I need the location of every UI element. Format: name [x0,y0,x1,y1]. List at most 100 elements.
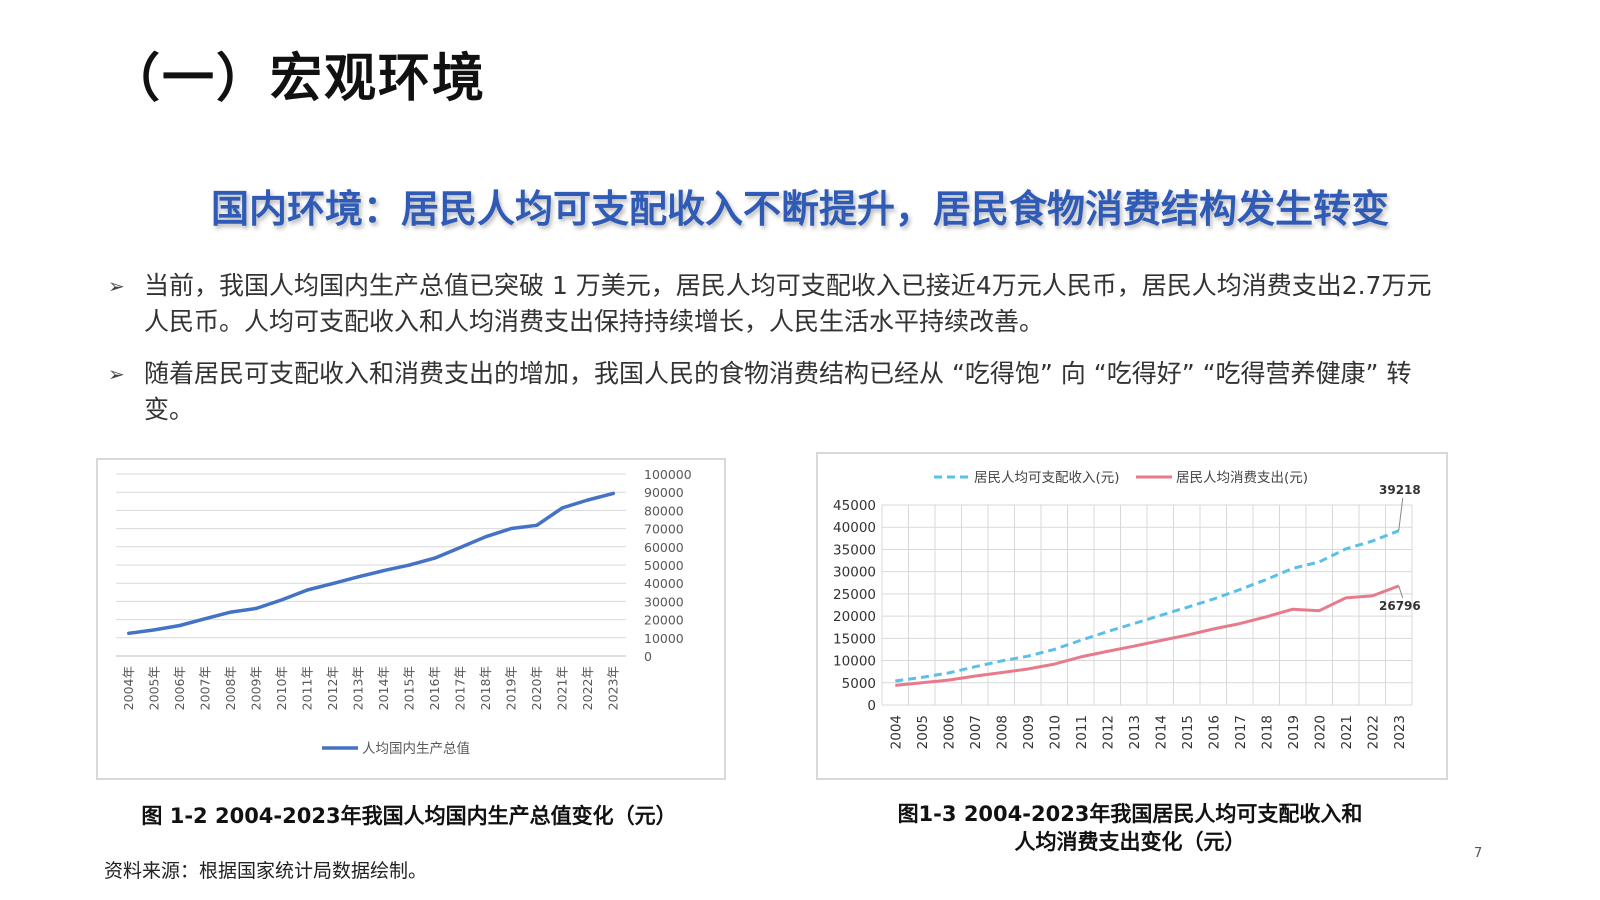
series-line-income [895,529,1400,683]
data-point [535,523,539,527]
data-point [254,606,258,610]
data-point [433,556,437,560]
data-point [229,610,233,614]
x-tick-label: 2010年 [274,666,289,710]
y-tick-label: 10000 [644,631,684,646]
x-tick-label: 2020年 [529,666,544,710]
x-tick-label: 2013年 [350,666,365,710]
income-chart-svg: 0 5000 10000 15000 20000 25000 30000 35000 40000… [833,470,1421,749]
x-tick-label: 2005 [915,715,931,749]
x-tick-label: 2007 [968,715,984,749]
x-tick-label: 2016年 [427,666,442,710]
bullet-item: ➢ 当前，我国人均国内生产总值已突破 1 万美元，居民人均可支配收入已接近4万元… [108,268,1448,340]
data-point [382,569,386,573]
x-tick-label: 2007年 [197,666,212,710]
y-tick-label: 100000 [644,467,692,482]
y-tick-label: 40000 [644,576,684,591]
y-tick-label: 25000 [833,587,876,603]
y-tick-label: 15000 [833,631,876,647]
x-tick-label: 2017 [1233,715,1249,749]
series-line-gdp [127,491,616,636]
x-tick-label: 2023 [1392,715,1408,749]
x-tick-label: 2004年 [121,666,136,710]
x-tick-label: 2010 [1047,715,1063,749]
annotation-consumption-end: 26796 [1379,599,1421,613]
annotation-leader [1398,585,1404,599]
data-point [356,575,360,579]
x-tick-label: 2012年 [325,666,340,710]
data-point [407,563,411,567]
annotation-income-end: 39218 [1379,483,1421,497]
x-tick-label: 2014 [1153,715,1169,749]
x-tick-label: 2006年 [172,666,187,710]
y-tick-label: 10000 [833,654,876,670]
chart1-caption: 图 1-2 2004-2023年我国人均国内生产总值变化（元） [141,804,677,828]
data-point [203,617,207,621]
section-subtitle: 国内环境：居民人均可支配收入不断提升，居民食物消费结构发生转变 [210,187,1389,231]
y-tick-label: 20000 [644,613,684,628]
bullet-list: ➢ 当前，我国人均国内生产总值已突破 1 万美元，居民人均可支配收入已接近4万元… [108,268,1448,444]
x-tick-label: 2014年 [376,666,391,710]
x-tick-label: 2012 [1100,715,1116,749]
x-tick-label: 2015年 [401,666,416,710]
legend-label: 人均国内生产总值 [362,741,470,757]
legend-label: 居民人均消费支出(元) [1176,470,1308,486]
gdp-chart-svg: 0 10000 20000 30000 40000 50000 60000 70000 8000… [116,467,692,757]
y-tick-label: 5000 [842,676,876,692]
x-tick-label: 2017年 [452,666,467,710]
y-tick-label: 40000 [833,520,876,536]
bullet-text: 当前，我国人均国内生产总值已突破 1 万美元，居民人均可支配收入已接近4万元人民… [144,271,1432,336]
x-tick-label: 2015 [1180,715,1196,749]
annotation-leader [1398,497,1404,531]
x-tick-label: 2022年 [580,666,595,710]
arrowhead-icon: ➢ [108,362,125,386]
y-tick-label: 90000 [644,485,684,500]
x-tick-label: 2006 [941,715,957,749]
x-tick-label: 2008年 [223,666,238,710]
data-point [331,582,335,586]
y-tick-label: 0 [644,649,652,664]
data-point [611,491,615,495]
y-tick-label: 20000 [833,609,876,625]
chart2-caption-line1: 图1-3 2004-2023年我国居民人均可支配收入和 [897,802,1363,826]
data-point [586,498,590,502]
x-tick-label: 2020 [1312,715,1328,749]
data-point [152,628,156,632]
y-tick-label: 45000 [833,498,876,514]
x-tick-label: 2021年 [554,666,569,710]
x-tick-label: 2009年 [248,666,263,710]
data-point [458,545,462,550]
y-tick-label: 60000 [644,540,684,555]
x-tick-label: 2011年 [299,666,314,710]
x-tick-label: 2016 [1206,715,1222,749]
page-title: （一）宏观环境 [108,49,487,109]
y-tick-label: 0 [867,698,876,714]
x-tick-label: 2005年 [146,666,161,710]
income-consumption-chart: 0 5000 10000 15000 20000 25000 30000 35000 40000… [816,452,1448,780]
y-tick-label: 30000 [833,565,876,581]
y-tick-label: 50000 [644,558,684,573]
y-tick-label: 80000 [644,503,684,518]
arrowhead-icon: ➢ [108,274,125,298]
x-tick-label: 2019 [1286,715,1302,749]
y-tick-label: 70000 [644,522,684,537]
chart2-caption-line2: 人均消费支出变化（元） [1014,830,1246,854]
x-tick-label: 2021 [1339,715,1355,749]
x-tick-label: 2018年 [478,666,493,710]
x-tick-label: 2009 [1021,715,1037,749]
x-tick-label: 2023年 [605,666,620,710]
x-tick-label: 2022 [1365,715,1381,749]
data-point [280,598,284,602]
y-tick-label: 35000 [833,542,876,558]
x-tick-label: 2004 [888,715,904,749]
gdp-per-capita-chart: 0 10000 20000 30000 40000 50000 60000 70000 8000… [96,458,726,780]
data-point [484,535,488,539]
x-tick-label: 2008 [994,715,1010,749]
data-point [305,588,309,592]
page-number: 7 [1474,846,1483,861]
x-tick-label: 2018 [1259,715,1275,749]
x-tick-label: 2019年 [503,666,518,710]
legend-label: 居民人均可支配收入(元) [974,470,1120,486]
y-tick-label: 30000 [644,594,684,609]
chart2-caption: 图1-3 2004-2023年我国居民人均可支配收入和 人均消费支出变化（元） [816,800,1444,856]
